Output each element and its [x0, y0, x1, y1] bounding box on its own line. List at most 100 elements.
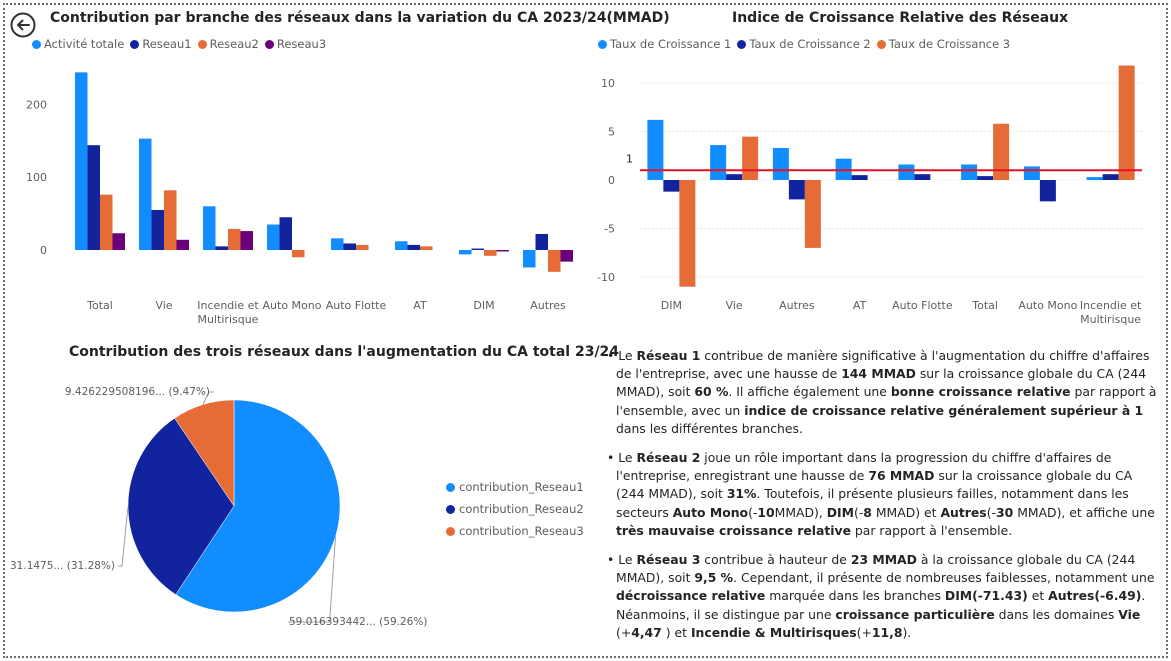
legend-marker-icon	[32, 39, 41, 49]
highlight-text: 76 MMAD	[868, 468, 935, 484]
legend-item[interactable]: contribution_Reseau2	[446, 498, 584, 520]
pie-chart-contribution: 59.016393442... (59.26%) 31.1475... (31.2…	[10, 386, 427, 628]
chart-legend: Activité totale Reseau1 Reseau2 Reseau3	[32, 37, 332, 52]
bar	[1102, 174, 1119, 180]
bar	[75, 72, 88, 250]
body-text: contribue à hauteur de	[700, 552, 851, 568]
x-tick-label: DIM	[661, 299, 682, 312]
highlight-text: Autres	[940, 504, 987, 520]
bar	[471, 248, 484, 250]
highlight-text: Vie	[1118, 606, 1141, 622]
body-text: joue un rôle important dans la progressi…	[616, 450, 1112, 484]
x-tick-label: AT	[413, 299, 427, 312]
body-text: . Cependant, il présente de nombreuses f…	[733, 570, 1155, 586]
bar	[420, 246, 433, 250]
bar	[1086, 177, 1103, 180]
y-tick-label: 200	[26, 98, 47, 111]
body-text: • Le	[607, 450, 637, 466]
bar	[279, 217, 292, 250]
pie-leader-line	[118, 506, 129, 567]
legend-item[interactable]: Taux de Croissance 1	[598, 37, 731, 51]
legend-marker-icon	[737, 39, 747, 49]
highlight-text: décroissance relative	[616, 588, 766, 604]
bar	[343, 243, 356, 250]
legend-marker-icon	[197, 39, 207, 49]
bar	[851, 175, 868, 180]
legend-marker-icon	[598, 39, 607, 49]
legend-marker-icon	[446, 504, 455, 514]
bar	[176, 239, 189, 250]
legend-item[interactable]: Reseau1	[130, 37, 192, 51]
highlight-text: très mauvaise croissance relative	[616, 522, 851, 538]
highlight-text: 9,5 %	[694, 570, 734, 586]
body-text: • Le	[607, 552, 637, 568]
legend-label: Activité totale	[44, 37, 125, 51]
legend-item[interactable]: contribution_Reseau1	[446, 476, 584, 498]
body-text: marquée dans les branches	[765, 588, 945, 604]
body-text: dans les domaines	[994, 606, 1119, 622]
y-tick-label: -10	[597, 271, 615, 284]
bar	[647, 119, 664, 180]
bar	[804, 180, 821, 248]
bar	[679, 180, 696, 287]
legend-label: contribution_Reseau1	[459, 480, 584, 494]
bar	[484, 250, 497, 256]
legend-item[interactable]: Activité totale	[32, 37, 124, 51]
y-tick-label: -5	[604, 223, 615, 236]
bar	[663, 180, 680, 192]
highlight-text: Réseau 2	[636, 450, 701, 466]
analysis-paragraph: • Le Réseau 2 joue un rôle important dan…	[606, 449, 1158, 540]
analysis-text: • Le Réseau 1 contribue de manière signi…	[606, 347, 1158, 653]
highlight-text: 10	[757, 504, 775, 520]
chart-legend: Taux de Croissance 1 Taux de Croissance 2…	[598, 37, 1016, 52]
bar	[496, 250, 509, 252]
legend-marker-icon	[876, 39, 886, 49]
highlight-text: DIM(-71.43)	[944, 588, 1028, 604]
bar	[726, 174, 743, 180]
bar	[1023, 166, 1040, 180]
bar	[560, 250, 573, 262]
highlight-text: bonne croissance relative	[890, 384, 1071, 400]
y-tick-label: 0	[40, 244, 47, 257]
x-tick-label: Autres	[779, 299, 815, 312]
body-text: MMAD), et affiche une	[1013, 504, 1155, 520]
legend-item[interactable]: Reseau2	[197, 37, 259, 51]
dashboard-frame	[3, 3, 1168, 658]
analysis-paragraph: • Le Réseau 1 contribue de manière signi…	[606, 347, 1158, 438]
analysis-paragraph: • Le Réseau 3 contribue à hauteur de 23 …	[606, 551, 1158, 642]
legend-marker-icon	[130, 39, 140, 49]
highlight-text: 144 MMAD	[841, 366, 916, 382]
body-text: par rapport à l'ensemble, avec un	[616, 384, 1157, 418]
highlight-text: Auto Mono	[672, 504, 749, 520]
body-text: dans les différentes branches.	[616, 420, 803, 436]
body-text: (+	[856, 624, 872, 640]
legend-item[interactable]: Taux de Croissance 3	[876, 37, 1010, 51]
x-tick-label: Multirisque	[1080, 313, 1141, 326]
body-text: contribue de manière significative à l'a…	[616, 348, 1150, 382]
x-tick-label: Incendie et	[197, 299, 259, 312]
legend-label: Taux de Croissance 1	[610, 37, 732, 51]
x-tick-label: Total	[971, 299, 998, 312]
highlight-text: Réseau 3	[636, 552, 701, 568]
body-text: et	[1027, 588, 1049, 604]
bar	[267, 224, 280, 250]
legend-marker-icon	[446, 526, 455, 536]
legend-label: Reseau3	[276, 37, 327, 51]
bar	[710, 145, 727, 180]
pie-slice	[175, 399, 341, 613]
body-text: (-	[986, 504, 996, 520]
body-text: MMAD) et	[871, 504, 941, 520]
legend-item[interactable]: Taux de Croissance 2	[737, 37, 871, 51]
legend-label: Reseau2	[209, 37, 259, 51]
legend-item[interactable]: contribution_Reseau3	[446, 520, 584, 542]
x-tick-label: Auto Flotte	[892, 299, 953, 312]
bar	[356, 244, 369, 250]
back-arrow-icon[interactable]	[10, 12, 36, 38]
bar	[535, 233, 548, 250]
pie-leader-line	[202, 391, 214, 405]
bar	[961, 164, 978, 180]
legend-label: contribution_Reseau2	[459, 502, 584, 516]
legend-item[interactable]: Reseau3	[264, 37, 327, 51]
bar	[407, 244, 420, 250]
